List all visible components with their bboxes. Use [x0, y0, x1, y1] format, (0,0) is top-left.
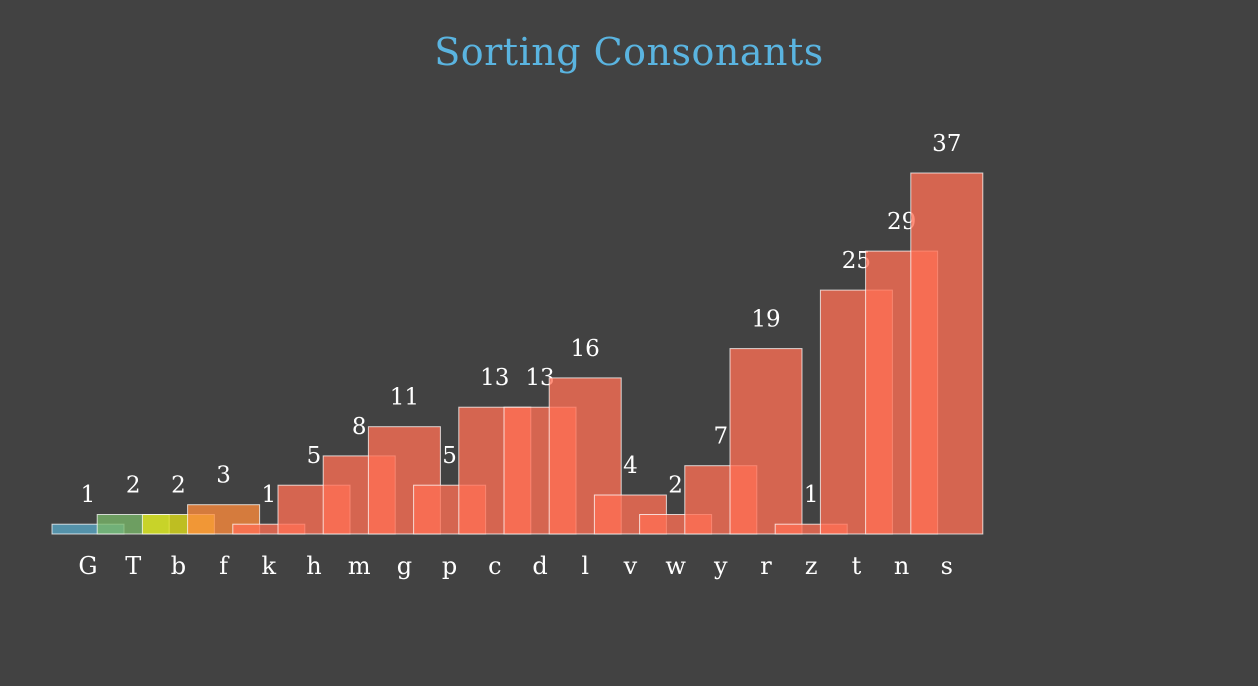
value-label-h: 5	[307, 443, 322, 469]
value-label-r: 19	[751, 307, 780, 333]
category-label-k: k	[262, 552, 277, 580]
value-label-T: 2	[126, 473, 141, 499]
category-label-w: w	[665, 552, 686, 580]
category-label-z: z	[805, 552, 818, 580]
chart-title: Sorting Consonants	[434, 30, 824, 74]
bar-r	[729, 348, 803, 535]
value-label-s: 37	[932, 131, 961, 157]
value-label-p: 5	[442, 443, 457, 469]
value-label-m: 8	[352, 414, 367, 440]
value-label-v: 4	[623, 453, 638, 479]
category-label-G: G	[78, 552, 97, 580]
category-label-f: f	[219, 552, 230, 580]
category-label-m: m	[348, 552, 371, 580]
category-label-l: l	[581, 552, 589, 580]
value-label-w: 2	[668, 473, 683, 499]
category-label-s: s	[941, 552, 953, 580]
value-label-f: 3	[216, 463, 231, 489]
category-label-v: v	[623, 552, 638, 580]
value-label-k: 1	[261, 482, 276, 508]
value-label-b: 2	[171, 473, 186, 499]
value-label-l: 16	[571, 336, 600, 362]
category-label-y: y	[713, 552, 728, 580]
category-label-n: n	[894, 552, 909, 580]
category-label-r: r	[760, 552, 772, 580]
category-label-t: t	[852, 552, 862, 580]
value-label-g: 11	[390, 385, 419, 411]
category-label-d: d	[532, 552, 547, 580]
category-label-b: b	[171, 552, 186, 580]
value-label-z: 1	[804, 482, 819, 508]
value-label-G: 1	[81, 482, 96, 508]
category-label-c: c	[488, 552, 501, 580]
bar-s	[910, 172, 984, 535]
value-label-c: 13	[480, 365, 509, 391]
category-label-T: T	[125, 552, 141, 580]
category-label-h: h	[306, 552, 321, 580]
category-label-g: g	[397, 552, 412, 580]
category-label-p: p	[442, 552, 457, 580]
value-label-y: 7	[713, 424, 728, 450]
